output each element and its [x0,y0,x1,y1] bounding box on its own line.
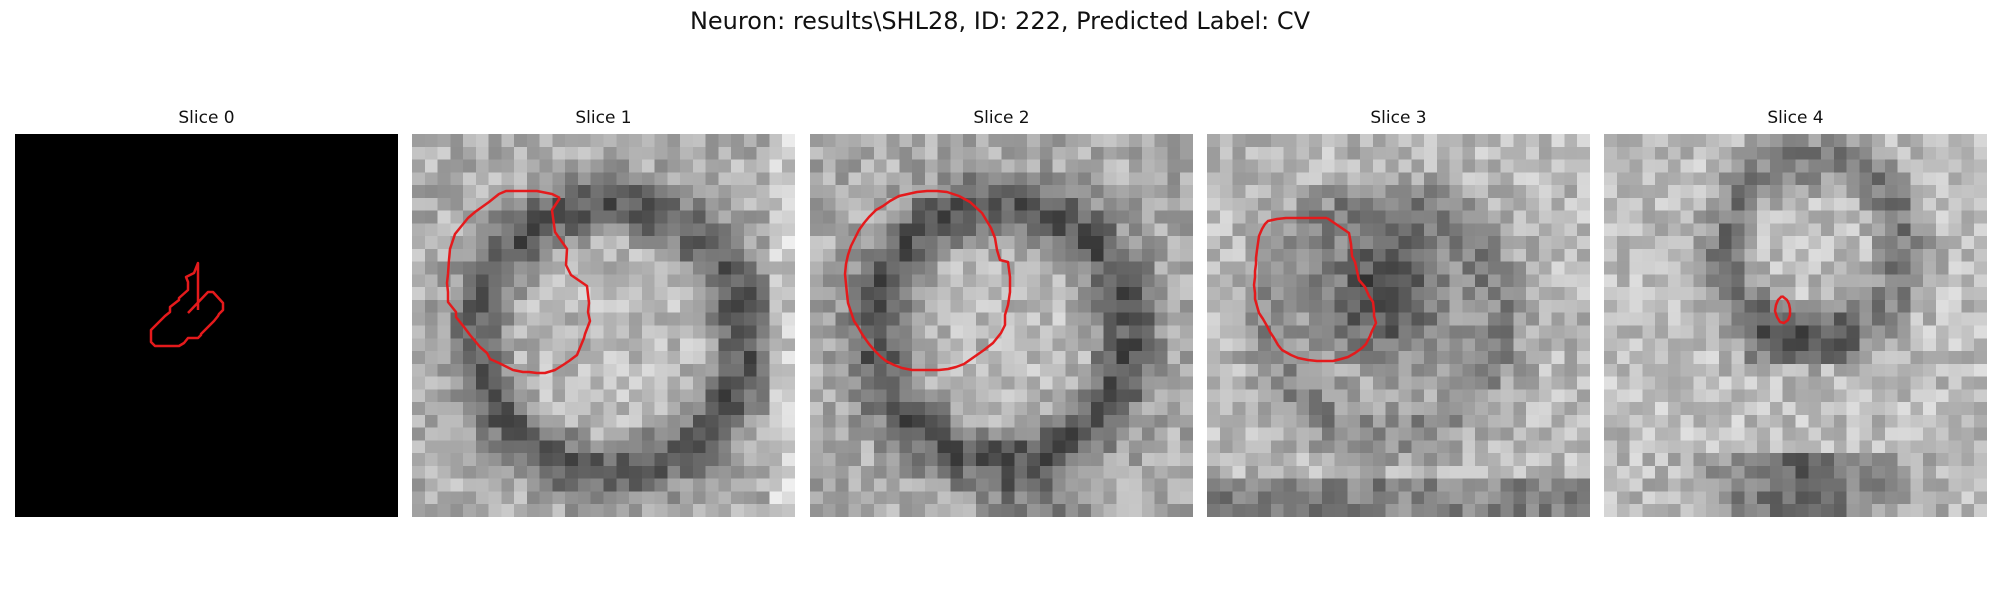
slice-2-contour [843,189,1012,372]
slice-2-contour-overlay [843,189,1012,372]
slice-1-title: Slice 1 [575,108,632,128]
slice-2-panel [810,134,1193,517]
slice-4-contour-overlay [1773,295,1792,325]
slice-0-contour [149,261,225,348]
slice-3-contour-overlay [1252,216,1378,363]
slice-2-image [810,134,1193,517]
slice-1-contour-overlay [445,189,592,375]
slice-3-panel [1207,134,1590,517]
figure-title: Neuron: results\SHL28, ID: 222, Predicte… [689,7,1311,35]
slice-4-title: Slice 4 [1767,108,1824,128]
slice-4-contour [1773,295,1792,325]
slice-3-image [1207,134,1590,517]
slice-2-title: Slice 2 [973,108,1030,128]
slice-3-title: Slice 3 [1370,108,1427,128]
slice-1-panel [412,134,795,517]
slice-1-contour [445,189,592,375]
slice-4-image [1604,134,1987,517]
slice-0-contour-overlay [149,261,225,348]
slice-0-image [15,134,398,517]
slice-0-panel [15,134,398,517]
slice-3-contour [1252,216,1378,363]
slice-4-panel [1604,134,1987,517]
slice-0-title: Slice 0 [178,108,235,128]
slice-1-image [412,134,795,517]
